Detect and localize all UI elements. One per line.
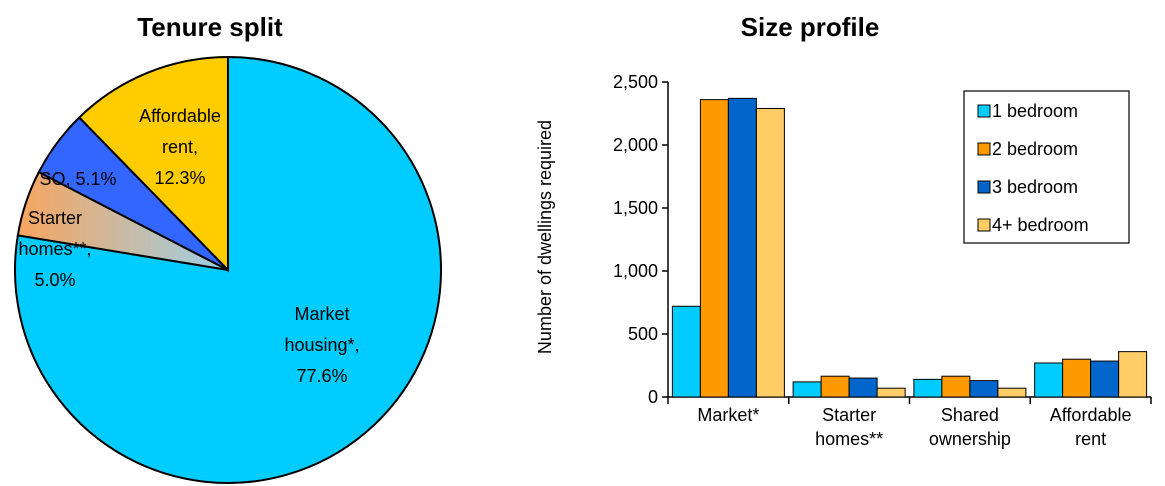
bar [969, 380, 999, 398]
bar [913, 378, 943, 398]
legend-label: 1 bedroom [992, 101, 1078, 121]
legend-swatch [977, 218, 991, 232]
legend-label: 2 bedroom [992, 139, 1078, 159]
x-category-label: Shared ownership [929, 405, 1011, 449]
y-tick-label: 1,000 [613, 261, 658, 281]
bar [941, 375, 971, 398]
legend-swatch [977, 142, 991, 156]
bar [997, 387, 1027, 398]
size-profile-bar-chart: Size profile Number of dwellings require… [535, 12, 1152, 449]
bar [755, 107, 785, 398]
bar [699, 99, 729, 398]
bar [1034, 362, 1064, 398]
legend-swatch [977, 104, 991, 118]
pie-title: Tenure split [137, 12, 283, 42]
bar [1118, 351, 1148, 398]
pie-slice-label: Market housing*, 77.6% [284, 304, 359, 386]
legend: 1 bedroom 2 bedroom 3 bedroom 4+ bedroom [963, 90, 1130, 244]
bar [671, 305, 701, 398]
bar [727, 97, 757, 398]
pie-slice-label: Starter homes**, 5.0% [18, 208, 91, 290]
bar [1062, 358, 1092, 398]
pie-slice-label: SO, 5.1% [39, 169, 116, 189]
bar [820, 375, 850, 398]
pie-slice [77, 55, 229, 273]
bar-bars [671, 97, 1148, 398]
y-tick-label: 2,000 [613, 135, 658, 155]
tenure-pie-chart: Tenure split Market housing*, 77.6% Starter… [14, 12, 442, 484]
x-category-label: Affordable rent [1050, 405, 1132, 449]
bar [876, 387, 906, 398]
legend-swatch [977, 180, 991, 194]
y-tick-label: 1,500 [613, 198, 658, 218]
y-tick-label: 500 [628, 324, 658, 344]
pie-slices [14, 55, 442, 484]
x-category-label: Starter homes** [815, 405, 883, 449]
legend-box [963, 90, 1130, 244]
bar [1090, 360, 1120, 398]
x-category-labels: Market* Starter homes** Shared ownership Affo… [697, 405, 1131, 449]
y-tick-label: 2,500 [613, 72, 658, 92]
bar-title: Size profile [741, 12, 880, 42]
x-category-label: Market* [697, 405, 759, 425]
legend-label: 4+ bedroom [992, 215, 1089, 235]
pie-labels: Market housing*, 77.6% Starter homes**, 5.0% S… [18, 106, 359, 386]
pie-slice [14, 55, 442, 484]
bar [848, 377, 878, 398]
y-axis-title: Number of dwellings required [535, 120, 555, 354]
legend-label: 3 bedroom [992, 177, 1078, 197]
pie-slice-label: Affordable rent, 12.3% [139, 106, 221, 188]
y-tick-label: 0 [648, 387, 658, 407]
bar [792, 381, 822, 398]
